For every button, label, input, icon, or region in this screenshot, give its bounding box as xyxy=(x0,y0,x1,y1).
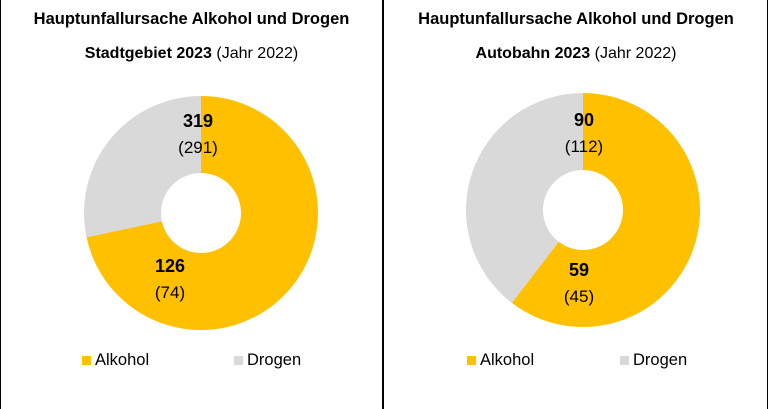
legend-label-drogen: Drogen xyxy=(247,350,302,369)
chart-title: Hauptunfallursache Alkohol und Drogen xyxy=(418,10,734,28)
data-label-drogen-2023: 126 xyxy=(155,256,185,276)
donut-slice-drogen xyxy=(465,93,583,303)
chart-subtitle-year: (Jahr 2022) xyxy=(216,45,299,62)
legend-item-drogen: Drogen xyxy=(234,349,301,371)
chart-panel-stadtgebiet: Hauptunfallursache Alkohol und Drogen St… xyxy=(1,0,382,409)
legend-label-drogen: Drogen xyxy=(633,350,688,369)
donut-chart-autobahn: 90 (112) 59 (45) xyxy=(465,93,700,327)
legend-item-drogen: Drogen xyxy=(620,349,687,371)
legend-swatch-drogen xyxy=(620,355,629,365)
legend-label-alkohol: Alkohol xyxy=(480,350,535,369)
data-label-alkohol-2023: 319 xyxy=(183,111,213,131)
chart-subtitle-bold: Stadtgebiet 2023 xyxy=(84,45,212,62)
donut-chart-stadtgebiet: 319 (291) 126 (74) xyxy=(83,95,318,330)
legend-swatch-drogen xyxy=(234,355,243,365)
data-label-alkohol-2022: (112) xyxy=(565,137,603,156)
legend-item-alkohol: Alkohol xyxy=(467,349,534,371)
chart-panel-autobahn: Hauptunfallursache Alkohol und Drogen Au… xyxy=(384,0,768,409)
chart-subtitle: Stadtgebiet 2023 (Jahr 2022) xyxy=(1,45,382,63)
legend-swatch-alkohol xyxy=(82,355,91,365)
chart-subtitle: Autobahn 2023 (Jahr 2022) xyxy=(384,45,768,63)
data-label-alkohol-2023: 90 xyxy=(574,110,594,130)
legend-swatch-alkohol xyxy=(467,355,476,365)
donut-slice-drogen xyxy=(83,95,201,238)
data-label-drogen-2022: (45) xyxy=(564,287,594,306)
data-label-alkohol-2022: (291) xyxy=(178,138,218,157)
data-label-drogen-2022: (74) xyxy=(155,283,185,302)
chart-subtitle-bold: Autobahn 2023 xyxy=(475,45,591,62)
chart-title: Hauptunfallursache Alkohol und Drogen xyxy=(33,10,350,28)
legend-label-alkohol: Alkohol xyxy=(95,350,150,369)
chart-subtitle-year: (Jahr 2022) xyxy=(594,45,677,62)
data-label-drogen-2023: 59 xyxy=(569,260,589,280)
donut-slice-alkohol xyxy=(511,93,700,327)
panel-divider xyxy=(382,0,384,409)
donut-slice-alkohol xyxy=(86,96,318,330)
legend-item-alkohol: Alkohol xyxy=(82,349,149,371)
